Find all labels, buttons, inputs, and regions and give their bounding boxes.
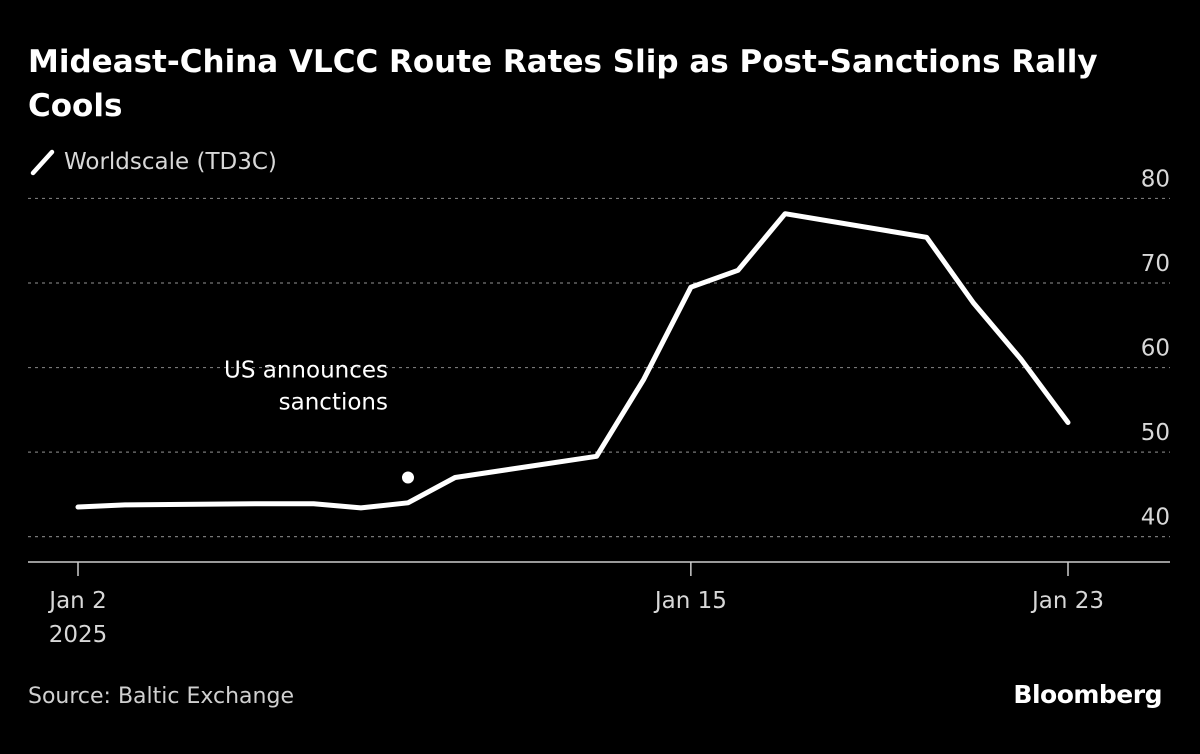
y-tick-label: 70 — [1141, 251, 1170, 277]
bloomberg-logo: Bloomberg — [1013, 680, 1162, 709]
y-tick-label: 40 — [1141, 505, 1170, 531]
annotation-marker — [400, 469, 416, 486]
x-tick-label: Jan 2 — [47, 588, 106, 614]
annotation-text: sanctions — [279, 389, 388, 415]
series-line — [75, 211, 1071, 511]
y-tick-label: 50 — [1141, 420, 1170, 446]
x-tick-label: Jan 15 — [653, 588, 727, 614]
legend-label: Worldscale (TD3C) — [64, 149, 277, 175]
y-tick-label: 80 — [1141, 166, 1170, 192]
y-tick-label: 60 — [1141, 336, 1170, 362]
source-note: Source: Baltic Exchange — [28, 684, 294, 709]
x-tick-label: Jan 23 — [1030, 588, 1104, 614]
legend: Worldscale (TD3C) — [30, 146, 277, 178]
annotation-text: US announces — [224, 357, 388, 383]
x-tick-sublabel: 2025 — [49, 622, 108, 648]
legend-line-icon — [30, 149, 55, 176]
chart-title: Mideast-China VLCC Route Rates Slip as P… — [28, 44, 1098, 124]
